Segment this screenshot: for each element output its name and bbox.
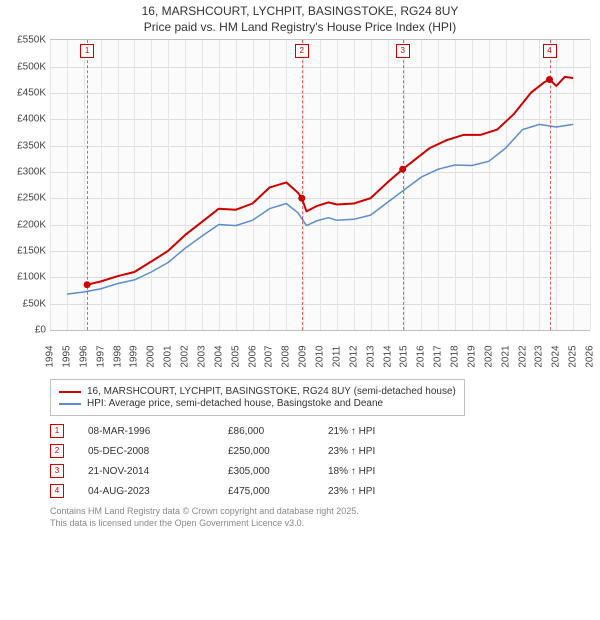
x-tick-label: 2023 xyxy=(534,346,545,368)
legend-swatch xyxy=(59,403,81,405)
y-tick-label: £400K xyxy=(17,114,46,125)
footnote-line1: Contains HM Land Registry data © Crown c… xyxy=(50,506,590,518)
x-tick-label: 2004 xyxy=(213,346,224,368)
x-tick-label: 2022 xyxy=(517,346,528,368)
x-tick-label: 1994 xyxy=(45,346,56,368)
y-tick-label: £550K xyxy=(17,35,46,46)
x-tick-label: 2019 xyxy=(466,346,477,368)
legend: 16, MARSHCOURT, LYCHPIT, BASINGSTOKE, RG… xyxy=(50,379,465,416)
hpi-line xyxy=(67,125,573,295)
x-tick-label: 2009 xyxy=(298,346,309,368)
sale-marker-box: 3 xyxy=(396,44,410,58)
sales-row-date: 08-MAR-1996 xyxy=(88,426,228,437)
sales-row: 1 08-MAR-1996£86,00021% ↑ HPI xyxy=(50,424,590,438)
x-tick-label: 2000 xyxy=(146,346,157,368)
footnote: Contains HM Land Registry data © Crown c… xyxy=(50,506,590,529)
y-tick-label: £200K xyxy=(17,219,46,230)
sales-row: 4 04-AUG-2023£475,00023% ↑ HPI xyxy=(50,484,590,498)
title-line2: Price paid vs. HM Land Registry's House … xyxy=(10,20,590,36)
sales-row-price: £250,000 xyxy=(228,446,328,457)
legend-swatch xyxy=(59,391,81,393)
y-tick-label: £250K xyxy=(17,193,46,204)
x-tick-label: 2010 xyxy=(315,346,326,368)
x-tick-label: 1997 xyxy=(95,346,106,368)
sales-row-date: 05-DEC-2008 xyxy=(88,446,228,457)
x-tick-label: 2025 xyxy=(568,346,579,368)
x-tick-label: 2020 xyxy=(483,346,494,368)
sales-row-price: £475,000 xyxy=(228,486,328,497)
x-tick-label: 2016 xyxy=(416,346,427,368)
price-chart: £0£50K£100K£150K£200K£250K£300K£350K£400… xyxy=(50,39,590,331)
x-tick-label: 2014 xyxy=(382,346,393,368)
sales-row: 3 21-NOV-2014£305,00018% ↑ HPI xyxy=(50,464,590,478)
x-tick-label: 1996 xyxy=(78,346,89,368)
x-tick-label: 2015 xyxy=(399,346,410,368)
y-tick-label: £450K xyxy=(17,87,46,98)
legend-row: HPI: Average price, semi-detached house,… xyxy=(59,398,456,409)
sales-row-marker: 1 xyxy=(50,424,64,438)
sales-row-price: £86,000 xyxy=(228,426,328,437)
x-axis-ticks: 1994199519961997199819992000200120022003… xyxy=(50,333,590,373)
sales-row-date: 04-AUG-2023 xyxy=(88,486,228,497)
title-block: 16, MARSHCOURT, LYCHPIT, BASINGSTOKE, RG… xyxy=(10,4,590,35)
footnote-line2: This data is licensed under the Open Gov… xyxy=(50,518,590,530)
page-root: 16, MARSHCOURT, LYCHPIT, BASINGSTOKE, RG… xyxy=(0,0,600,534)
y-tick-label: £350K xyxy=(17,140,46,151)
sales-row: 2 05-DEC-2008£250,00023% ↑ HPI xyxy=(50,444,590,458)
x-tick-label: 2007 xyxy=(264,346,275,368)
x-tick-label: 2021 xyxy=(500,346,511,368)
sale-marker-box: 4 xyxy=(543,44,557,58)
legend-row: 16, MARSHCOURT, LYCHPIT, BASINGSTOKE, RG… xyxy=(59,386,456,397)
property-price-line xyxy=(87,77,573,285)
x-tick-label: 1998 xyxy=(112,346,123,368)
x-tick-label: 2011 xyxy=(331,346,342,368)
sale-marker-box: 2 xyxy=(295,44,309,58)
y-tick-label: £100K xyxy=(17,272,46,283)
x-tick-label: 2003 xyxy=(196,346,207,368)
sales-table: 1 08-MAR-1996£86,00021% ↑ HPI 2 05-DEC-2008… xyxy=(50,424,590,498)
y-tick-label: £50K xyxy=(23,298,46,309)
sales-row-diff: 23% ↑ HPI xyxy=(328,486,375,497)
sales-row-diff: 18% ↑ HPI xyxy=(328,466,375,477)
legend-label: 16, MARSHCOURT, LYCHPIT, BASINGSTOKE, RG… xyxy=(87,386,456,397)
x-tick-label: 2006 xyxy=(247,346,258,368)
sales-row-marker: 4 xyxy=(50,484,64,498)
x-tick-label: 2013 xyxy=(365,346,376,368)
y-tick-label: £300K xyxy=(17,167,46,178)
x-tick-label: 2018 xyxy=(450,346,461,368)
x-tick-label: 2017 xyxy=(433,346,444,368)
title-line1: 16, MARSHCOURT, LYCHPIT, BASINGSTOKE, RG… xyxy=(10,4,590,20)
x-tick-label: 1999 xyxy=(129,346,140,368)
x-tick-label: 2012 xyxy=(348,346,359,368)
x-tick-label: 2026 xyxy=(585,346,596,368)
sales-row-marker: 2 xyxy=(50,444,64,458)
y-tick-label: £0 xyxy=(35,325,46,336)
y-tick-label: £150K xyxy=(17,246,46,257)
sales-row-marker: 3 xyxy=(50,464,64,478)
legend-label: HPI: Average price, semi-detached house,… xyxy=(87,398,383,409)
x-tick-label: 2008 xyxy=(281,346,292,368)
x-tick-label: 2005 xyxy=(230,346,241,368)
x-tick-label: 1995 xyxy=(61,346,72,368)
x-tick-label: 2002 xyxy=(180,346,191,368)
sales-row-date: 21-NOV-2014 xyxy=(88,466,228,477)
sale-marker-box: 1 xyxy=(80,44,94,58)
sales-row-diff: 21% ↑ HPI xyxy=(328,426,375,437)
x-tick-label: 2024 xyxy=(551,346,562,368)
sales-row-price: £305,000 xyxy=(228,466,328,477)
y-tick-label: £500K xyxy=(17,61,46,72)
sales-row-diff: 23% ↑ HPI xyxy=(328,446,375,457)
x-tick-label: 2001 xyxy=(163,346,174,368)
